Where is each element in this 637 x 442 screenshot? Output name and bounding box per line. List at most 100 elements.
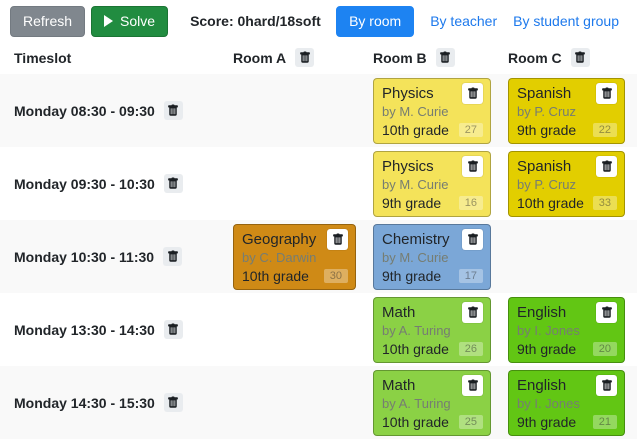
solve-button-label: Solve [120, 12, 156, 29]
room-b-header-label: Room B [373, 49, 427, 66]
delete-lesson-button[interactable] [462, 228, 483, 250]
lesson-subject: English [517, 376, 567, 394]
lesson-card[interactable]: Geography by C. Darwin 10th grade 30 [233, 223, 356, 290]
trash-icon [439, 51, 451, 64]
by-teacher-button[interactable]: By teacher [430, 13, 498, 29]
lesson-id-badge: 26 [458, 341, 483, 356]
timeslot-cell: Monday 09:30 - 10:30 [0, 174, 228, 193]
delete-lesson-button[interactable] [596, 155, 617, 177]
lesson-teacher: by P. Cruz [517, 103, 577, 119]
delete-lesson-button[interactable] [462, 301, 483, 323]
delete-room-button[interactable] [570, 48, 590, 67]
lesson-card[interactable]: Math by A. Turing 10th grade 26 [373, 296, 491, 363]
view-switcher: By room By teacher By student group [336, 5, 627, 37]
trash-icon [467, 160, 479, 173]
refresh-button[interactable]: Refresh [10, 5, 86, 37]
lesson-card[interactable]: English by I. Jones 9th grade 21 [508, 369, 625, 436]
lesson-teacher: by M. Curie [382, 103, 449, 119]
lesson-card[interactable]: Spanish by P. Cruz 9th grade 22 [508, 77, 625, 144]
lesson-student-group: 9th grade [517, 121, 577, 138]
lesson-teacher: by M. Curie [382, 249, 449, 265]
lesson-student-group: 10th grade [382, 413, 449, 430]
lesson-teacher: by I. Jones [517, 322, 580, 338]
lesson-id-badge: 27 [458, 122, 483, 137]
lesson-card[interactable]: Physics by M. Curie 10th grade 27 [373, 77, 491, 144]
trash-icon [167, 177, 179, 190]
trash-icon [467, 233, 479, 246]
timeslot-label: Monday 10:30 - 11:30 [14, 248, 155, 265]
lesson-student-group: 9th grade [382, 267, 442, 284]
lesson-card[interactable]: Physics by M. Curie 9th grade 16 [373, 150, 491, 217]
timeslot-label: Monday 09:30 - 10:30 [14, 175, 155, 192]
lesson-subject: Physics [382, 84, 434, 102]
trash-icon [167, 323, 179, 336]
lesson-card[interactable]: English by I. Jones 9th grade 20 [508, 296, 625, 363]
delete-lesson-button[interactable] [596, 301, 617, 323]
timeslot-label: Monday 08:30 - 09:30 [14, 102, 155, 119]
delete-room-button[interactable] [435, 48, 455, 67]
trash-icon [167, 250, 179, 263]
timetable: Timeslot Room A Room B Room C Monday 08:… [0, 41, 637, 439]
delete-timeslot-button[interactable] [163, 320, 183, 339]
delete-timeslot-button[interactable] [163, 101, 183, 120]
by-room-button[interactable]: By room [336, 5, 415, 37]
lesson-id-badge: 17 [458, 268, 483, 283]
trash-icon [467, 87, 479, 100]
delete-timeslot-button[interactable] [163, 247, 183, 266]
lesson-cell: English by I. Jones 9th grade 21 [503, 369, 637, 436]
room-a-header-label: Room A [233, 49, 287, 66]
solve-button[interactable]: Solve [91, 5, 169, 37]
lesson-subject: Spanish [517, 84, 572, 102]
timetable-row: Monday 13:30 - 14:30 Math by A. Turing 1… [0, 293, 637, 366]
lesson-student-group: 10th grade [242, 267, 309, 284]
lesson-id-badge: 33 [592, 195, 617, 210]
delete-lesson-button[interactable] [596, 82, 617, 104]
delete-room-button[interactable] [295, 48, 315, 67]
lesson-cell: Spanish by P. Cruz 10th grade 33 [503, 150, 637, 217]
lesson-student-group: 9th grade [382, 194, 442, 211]
timeslot-cell: Monday 14:30 - 15:30 [0, 393, 228, 412]
by-student-group-button[interactable]: By student group [513, 13, 619, 29]
lesson-subject: Spanish [517, 157, 572, 175]
lesson-teacher: by A. Turing [382, 395, 451, 411]
delete-lesson-button[interactable] [596, 374, 617, 396]
lesson-student-group: 9th grade [517, 413, 577, 430]
score-label: Score: 0hard/18soft [190, 13, 321, 29]
trash-icon [332, 233, 344, 246]
lesson-cell: Physics by M. Curie 10th grade 27 [368, 77, 503, 144]
lesson-subject: Math [382, 376, 416, 394]
lesson-cell: Math by A. Turing 10th grade 26 [368, 296, 503, 363]
lesson-card[interactable]: Chemistry by M. Curie 9th grade 17 [373, 223, 491, 290]
room-c-column-header: Room C [503, 48, 637, 67]
lesson-cell: Physics by M. Curie 9th grade 16 [368, 150, 503, 217]
timeslot-label: Monday 13:30 - 14:30 [14, 321, 155, 338]
delete-lesson-button[interactable] [462, 155, 483, 177]
timeslot-cell: Monday 08:30 - 09:30 [0, 101, 228, 120]
timeslot-cell: Monday 13:30 - 14:30 [0, 320, 228, 339]
lesson-subject: Geography [242, 230, 317, 248]
timetable-header-row: Timeslot Room A Room B Room C [0, 41, 637, 74]
timeslot-label: Monday 14:30 - 15:30 [14, 394, 155, 411]
lesson-student-group: 10th grade [382, 121, 449, 138]
delete-timeslot-button[interactable] [163, 393, 183, 412]
delete-timeslot-button[interactable] [163, 174, 183, 193]
trash-icon [467, 379, 479, 392]
lesson-card[interactable]: Spanish by P. Cruz 10th grade 33 [508, 150, 625, 217]
lesson-id-badge: 20 [592, 341, 617, 356]
trash-icon [467, 306, 479, 319]
timetable-row: Monday 10:30 - 11:30 Geography by C. Dar… [0, 220, 637, 293]
lesson-card[interactable]: Math by A. Turing 10th grade 25 [373, 369, 491, 436]
timetable-row: Monday 14:30 - 15:30 Math by A. Turing 1… [0, 366, 637, 439]
delete-lesson-button[interactable] [462, 374, 483, 396]
delete-lesson-button[interactable] [462, 82, 483, 104]
timeslot-header-label: Timeslot [14, 49, 72, 66]
lesson-teacher: by P. Cruz [517, 176, 577, 192]
lesson-subject: English [517, 303, 567, 321]
lesson-student-group: 9th grade [517, 340, 577, 357]
timetable-row: Monday 08:30 - 09:30 Physics by M. Curie… [0, 74, 637, 147]
toolbar: Refresh Solve Score: 0hard/18soft By roo… [0, 0, 637, 41]
lesson-student-group: 10th grade [382, 340, 449, 357]
lesson-teacher: by M. Curie [382, 176, 449, 192]
lesson-subject: Physics [382, 157, 434, 175]
delete-lesson-button[interactable] [327, 228, 348, 250]
